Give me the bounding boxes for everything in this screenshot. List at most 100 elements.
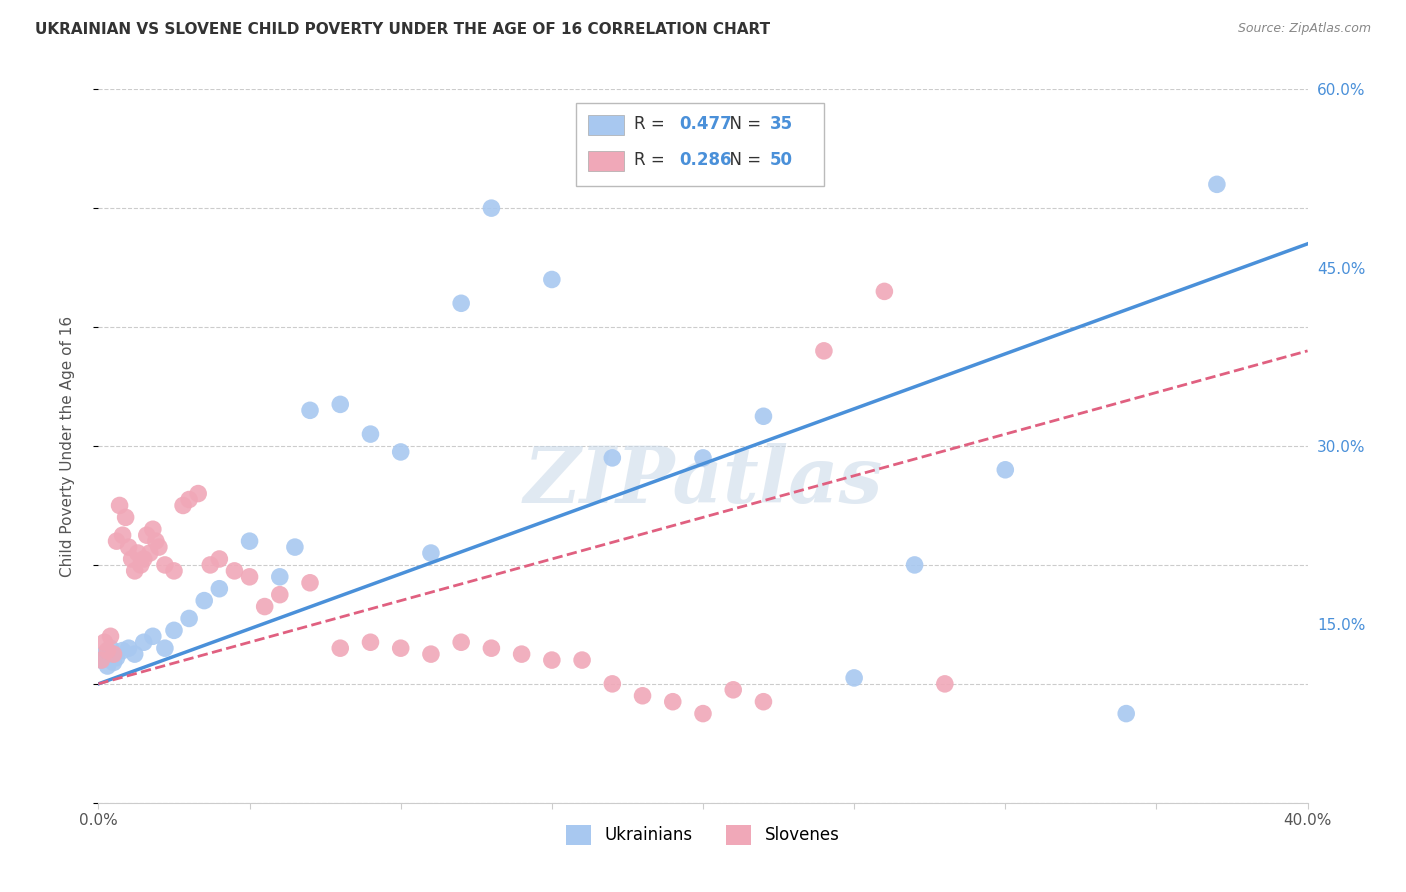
Bar [588,151,624,171]
Point [124,564,146,578]
Point [389,445,412,459]
Point [481,201,503,215]
Point [172,499,194,513]
Bar [588,115,624,135]
Point [187,486,209,500]
Point [269,570,291,584]
Point [118,540,141,554]
Point [179,492,201,507]
Point [100,641,122,656]
Point [571,653,593,667]
Legend: Ukrainians, Slovenes: Ukrainians, Slovenes [560,818,846,852]
FancyBboxPatch shape [576,103,824,186]
Point [752,409,775,424]
Point [96,659,118,673]
Point [153,558,176,572]
Point [208,582,231,596]
Point [631,689,654,703]
Point [1115,706,1137,721]
Point [148,540,170,554]
Point [299,575,322,590]
Text: ZIPatlas: ZIPatlas [523,443,883,520]
Point [269,588,291,602]
Point [142,629,165,643]
Point [602,677,624,691]
Point [179,611,201,625]
Point [208,552,231,566]
Text: N =: N = [718,152,766,169]
Point [873,285,896,299]
Point [163,624,186,638]
Point [100,629,122,643]
Point [142,522,165,536]
Point [934,677,956,691]
Point [661,695,683,709]
Point [299,403,322,417]
Point [239,570,262,584]
Point [1206,178,1229,192]
Point [994,463,1017,477]
Point [360,635,382,649]
Point [329,397,352,411]
Point [752,695,775,709]
Point [132,635,155,649]
Text: R =: R = [634,152,671,169]
Point [103,656,125,670]
Point [93,647,115,661]
Point [481,641,503,656]
Text: 50: 50 [769,152,793,169]
Point [111,528,134,542]
Point [420,546,443,560]
Point [124,647,146,661]
Text: N =: N = [718,115,766,133]
Point [389,641,412,656]
Point [420,647,443,661]
Point [163,564,186,578]
Text: UKRAINIAN VS SLOVENE CHILD POVERTY UNDER THE AGE OF 16 CORRELATION CHART: UKRAINIAN VS SLOVENE CHILD POVERTY UNDER… [35,22,770,37]
Point [602,450,624,465]
Text: R =: R = [634,115,671,133]
Point [153,641,176,656]
Point [723,682,745,697]
Point [93,635,115,649]
Point [145,534,167,549]
Point [90,653,112,667]
Point [114,510,136,524]
Point [450,296,472,310]
Point [284,540,307,554]
Point [105,650,128,665]
Text: 0.477: 0.477 [679,115,731,133]
Point [692,450,714,465]
Point [200,558,222,572]
Point [540,272,562,286]
Point [239,534,262,549]
Text: 0.286: 0.286 [679,152,731,169]
Y-axis label: Child Poverty Under the Age of 16: Child Poverty Under the Age of 16 [60,316,75,576]
Point [103,647,125,661]
Point [111,643,134,657]
Point [132,552,155,566]
Point [121,552,143,566]
Point [127,546,149,560]
Point [844,671,866,685]
Point [118,641,141,656]
Point [329,641,352,656]
Point [450,635,472,649]
Point [253,599,276,614]
Point [135,528,157,542]
Text: 35: 35 [769,115,793,133]
Point [105,534,128,549]
Point [540,653,562,667]
Point [96,643,118,657]
Point [108,499,131,513]
Point [360,427,382,442]
Text: Source: ZipAtlas.com: Source: ZipAtlas.com [1237,22,1371,36]
Point [904,558,927,572]
Point [90,653,112,667]
Point [813,343,835,358]
Point [224,564,246,578]
Point [193,593,215,607]
Point [692,706,714,721]
Point [510,647,533,661]
Point [139,546,162,560]
